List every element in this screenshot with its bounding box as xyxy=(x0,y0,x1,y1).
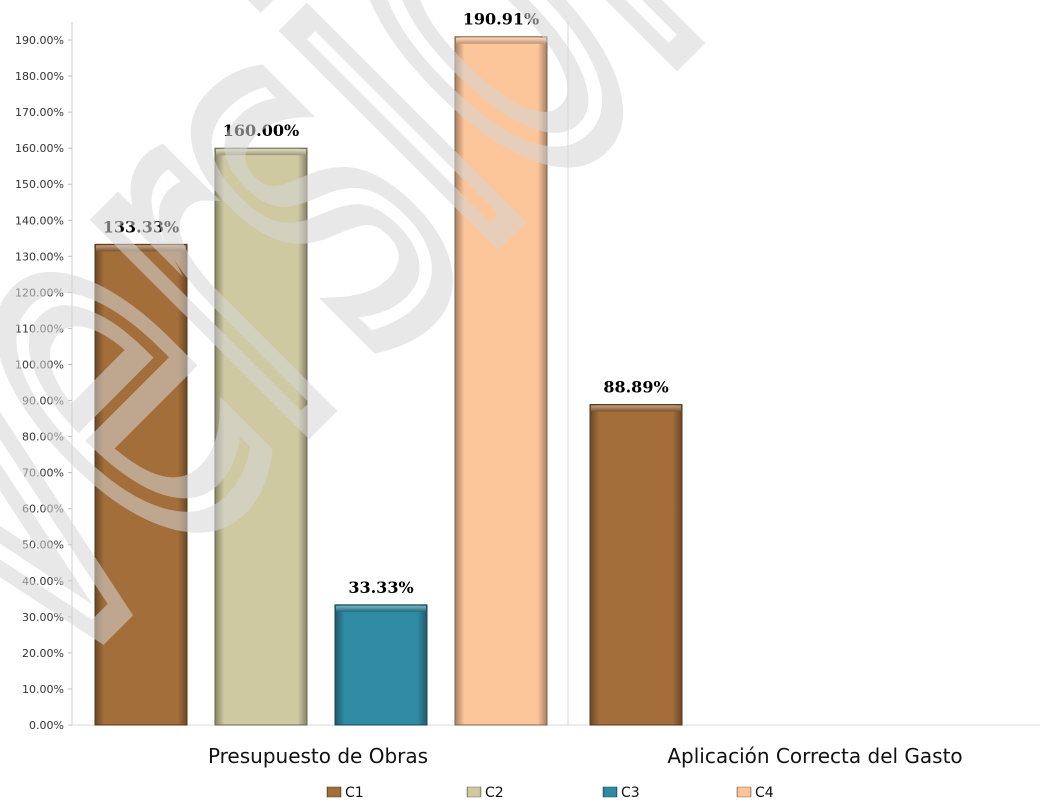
bar-c1-1 xyxy=(589,404,683,726)
y-tick-label: 190.00% xyxy=(15,34,64,47)
data-label: 190.91% xyxy=(463,10,539,29)
y-tick-label: 170.00% xyxy=(15,106,64,119)
y-tick-label: 20.00% xyxy=(22,647,64,660)
y-tick-label: 110.00% xyxy=(15,322,64,335)
legend-swatch-c2 xyxy=(466,786,482,798)
bar-bevel xyxy=(96,245,186,252)
bar-bevel xyxy=(591,405,681,412)
y-tick-label: 150.00% xyxy=(15,178,64,191)
bar-bevel xyxy=(216,149,306,156)
bar-c4-0 xyxy=(454,36,548,726)
data-label: 133.33% xyxy=(103,217,179,236)
value-labels: 133.33% 160.00% 33.33% 190.91% 88.89% xyxy=(103,10,669,597)
y-tick-label: 80.00% xyxy=(22,431,64,444)
y-tick-label: 180.00% xyxy=(15,70,64,83)
legend-swatch-c1 xyxy=(326,786,342,798)
bars xyxy=(94,36,683,726)
watermark-text: Versión xyxy=(0,0,882,790)
data-label: 88.89% xyxy=(603,378,668,397)
legend-swatch-c4 xyxy=(736,786,752,798)
data-label: 33.33% xyxy=(348,578,413,597)
legend-label-c1: C1 xyxy=(345,785,364,801)
y-tick-label: 160.00% xyxy=(15,142,64,155)
bar-bevel xyxy=(336,605,426,612)
bar-c1-0 xyxy=(94,243,188,726)
y-tick-label: 60.00% xyxy=(22,503,64,516)
data-label: 160.00% xyxy=(223,121,299,140)
legend-swatch-c3 xyxy=(602,786,618,798)
y-tick-label: 70.00% xyxy=(22,467,64,480)
y-tick-label: 100.00% xyxy=(15,358,64,371)
bar-bevel xyxy=(456,37,546,44)
y-tick-label: 40.00% xyxy=(22,575,64,588)
y-tick-label: 120.00% xyxy=(15,286,64,299)
y-tick-label: 0.00% xyxy=(29,719,64,732)
legend-label-c4: C4 xyxy=(755,785,774,801)
legend: C1 C2 C3 C4 xyxy=(326,785,774,801)
y-tick-label: 90.00% xyxy=(22,395,64,408)
watermark: Versión xyxy=(0,0,882,790)
y-tick-label: 130.00% xyxy=(15,250,64,263)
y-tick-label: 140.00% xyxy=(15,214,64,227)
bar-c2-0 xyxy=(214,147,308,726)
category-labels: Presupuesto de Obras Aplicación Correcta … xyxy=(208,744,963,768)
legend-label-c2: C2 xyxy=(485,785,504,801)
x-category-label: Presupuesto de Obras xyxy=(208,744,428,768)
y-tick-label: 30.00% xyxy=(22,611,64,624)
bar-c3-0 xyxy=(334,604,428,726)
legend-label-c3: C3 xyxy=(621,785,640,801)
y-tick-label: 10.00% xyxy=(22,683,64,696)
y-tick-label: 50.00% xyxy=(22,539,64,552)
y-axis: 0.00% 10.00% 20.00% 30.00% 40.00% 50.00% 60.00… xyxy=(15,22,1040,732)
x-category-label: Aplicación Correcta del Gasto xyxy=(667,744,962,768)
